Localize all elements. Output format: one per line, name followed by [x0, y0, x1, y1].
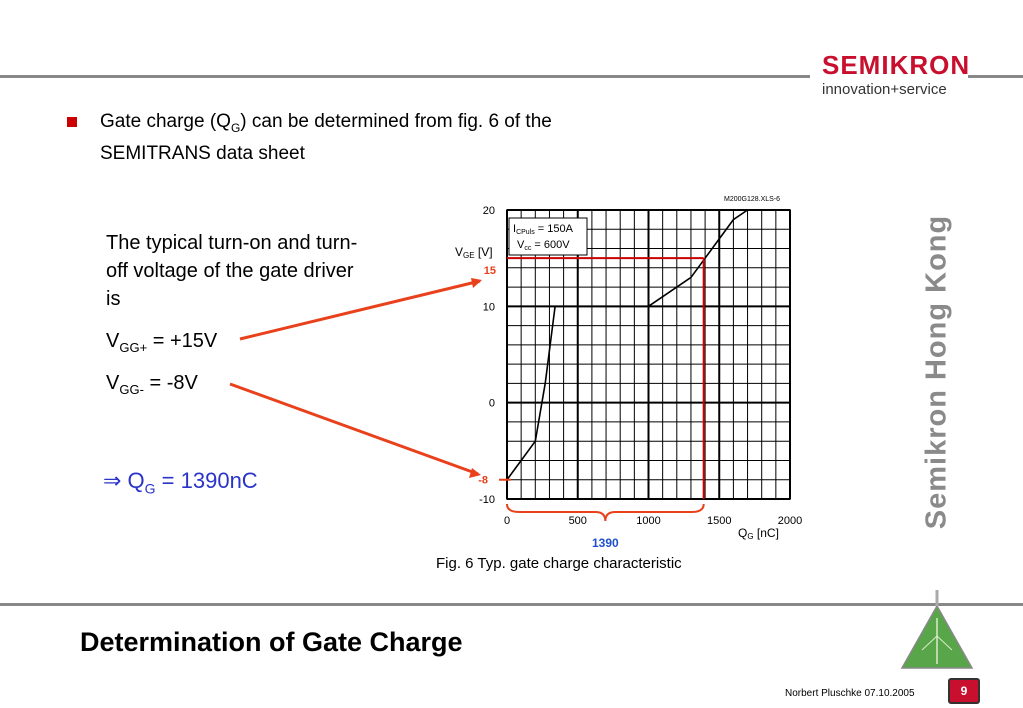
bullet-text-b: ) can be determined from fig. 6 of the	[240, 111, 552, 132]
vgg-minus-prefix: V	[106, 372, 120, 394]
x-tick-label: 1500	[707, 515, 731, 527]
vgg-minus-marker-label: -8	[478, 475, 488, 487]
y-tick-label: 0	[489, 398, 495, 410]
bullet-text-line2: SEMITRANS data sheet	[100, 142, 305, 164]
ylabel-sub: GE	[463, 251, 475, 260]
header-rule-right	[968, 75, 1023, 78]
qg-marker-label: 1390	[592, 536, 619, 550]
plot-frame	[506, 209, 791, 500]
ylabel-main: V	[455, 245, 463, 259]
x-tick-labels: 0 500 1000 1500 2000	[504, 515, 802, 527]
arrow-vgg-minus-head	[469, 468, 481, 478]
x-tick-label: 2000	[778, 515, 802, 527]
arrow-vgg-plus	[239, 279, 481, 341]
legend-line2: Vcc = 600V	[517, 239, 570, 252]
legend-box	[508, 217, 588, 256]
arrow-vgg-minus	[229, 382, 479, 476]
qg-brace	[506, 503, 705, 522]
chart-legend: ICPuls = 150A Vcc = 600V	[508, 217, 588, 256]
driver-voltage-paragraph: The typical turn-on and turn-off voltage…	[106, 232, 358, 310]
x-tick-label: 500	[569, 515, 587, 527]
bullet-text-a: Gate charge (Q	[100, 111, 231, 132]
bullet-marker	[67, 117, 77, 127]
ylabel-unit: [V]	[475, 245, 493, 259]
legend-v-sub: cc	[524, 245, 532, 252]
xlabel-sub: G	[747, 532, 753, 541]
y-tick-label: 20	[483, 205, 495, 217]
footer-author-date: Norbert Pluschke 07.10.2005	[785, 688, 915, 699]
arrow-vgg-plus-head	[471, 278, 482, 288]
x-tick-label: 1000	[636, 515, 660, 527]
qg-result: ⇒ QG = 1390nC	[103, 468, 258, 501]
legend-i: I	[513, 223, 516, 235]
vgg-plus-label: VGG+ = +15V	[106, 329, 217, 360]
xlabel-unit: [nC]	[754, 526, 779, 540]
logo-tagline: innovation+service	[822, 81, 947, 98]
vgg-plus-sub: GG+	[119, 340, 148, 355]
legend-v-value: = 600V	[531, 239, 570, 251]
footer-rule	[0, 603, 1023, 606]
y-axis-label: VGE [V]	[455, 245, 493, 260]
chart-caption: Fig. 6 Typ. gate charge characteristic	[436, 555, 682, 572]
annotations: 15 -8 1390	[478, 257, 705, 550]
vertical-company-text: Semikron Hong Kong	[920, 214, 953, 530]
gate-charge-curve	[506, 209, 749, 481]
result-value: = 1390nC	[155, 468, 258, 493]
x-axis-label: QG [nC]	[738, 526, 779, 541]
bullet-text: Gate charge (QG) can be determined from …	[100, 109, 700, 166]
vgg-minus-label: VGG- = -8V	[106, 371, 198, 402]
result-arrow: ⇒ Q	[103, 468, 145, 493]
vgg-minus-value: = -8V	[143, 372, 198, 394]
bullet-sub: G	[230, 120, 241, 135]
vgg-plus-marker-label: 15	[484, 265, 496, 277]
y-tick-label: -10	[479, 494, 495, 506]
x-tick-label: 0	[504, 515, 510, 527]
vgg-plus-value: = +15V	[147, 330, 218, 352]
y-tick-labels: 20 10 0 -10	[479, 205, 495, 506]
vgg-plus-prefix: V	[106, 330, 120, 352]
file-label: M200G128.XLS-6	[724, 196, 780, 203]
tree-icon	[900, 590, 974, 669]
legend-v: V	[517, 239, 525, 251]
y-tick-label: 10	[483, 301, 495, 313]
xlabel-main: Q	[738, 526, 747, 540]
page-number-badge: 9	[948, 678, 980, 704]
header-rule-left	[0, 75, 810, 78]
result-sub: G	[144, 480, 156, 497]
legend-line1: ICPuls = 150A	[513, 223, 574, 236]
vgg-minus-sub: GG-	[119, 382, 144, 397]
legend-i-value: = 150A	[535, 223, 574, 235]
legend-i-sub: CPuls	[516, 229, 535, 236]
slide-title: Determination of Gate Charge	[80, 627, 463, 657]
semikron-logo: SEMIKRON	[822, 50, 971, 80]
